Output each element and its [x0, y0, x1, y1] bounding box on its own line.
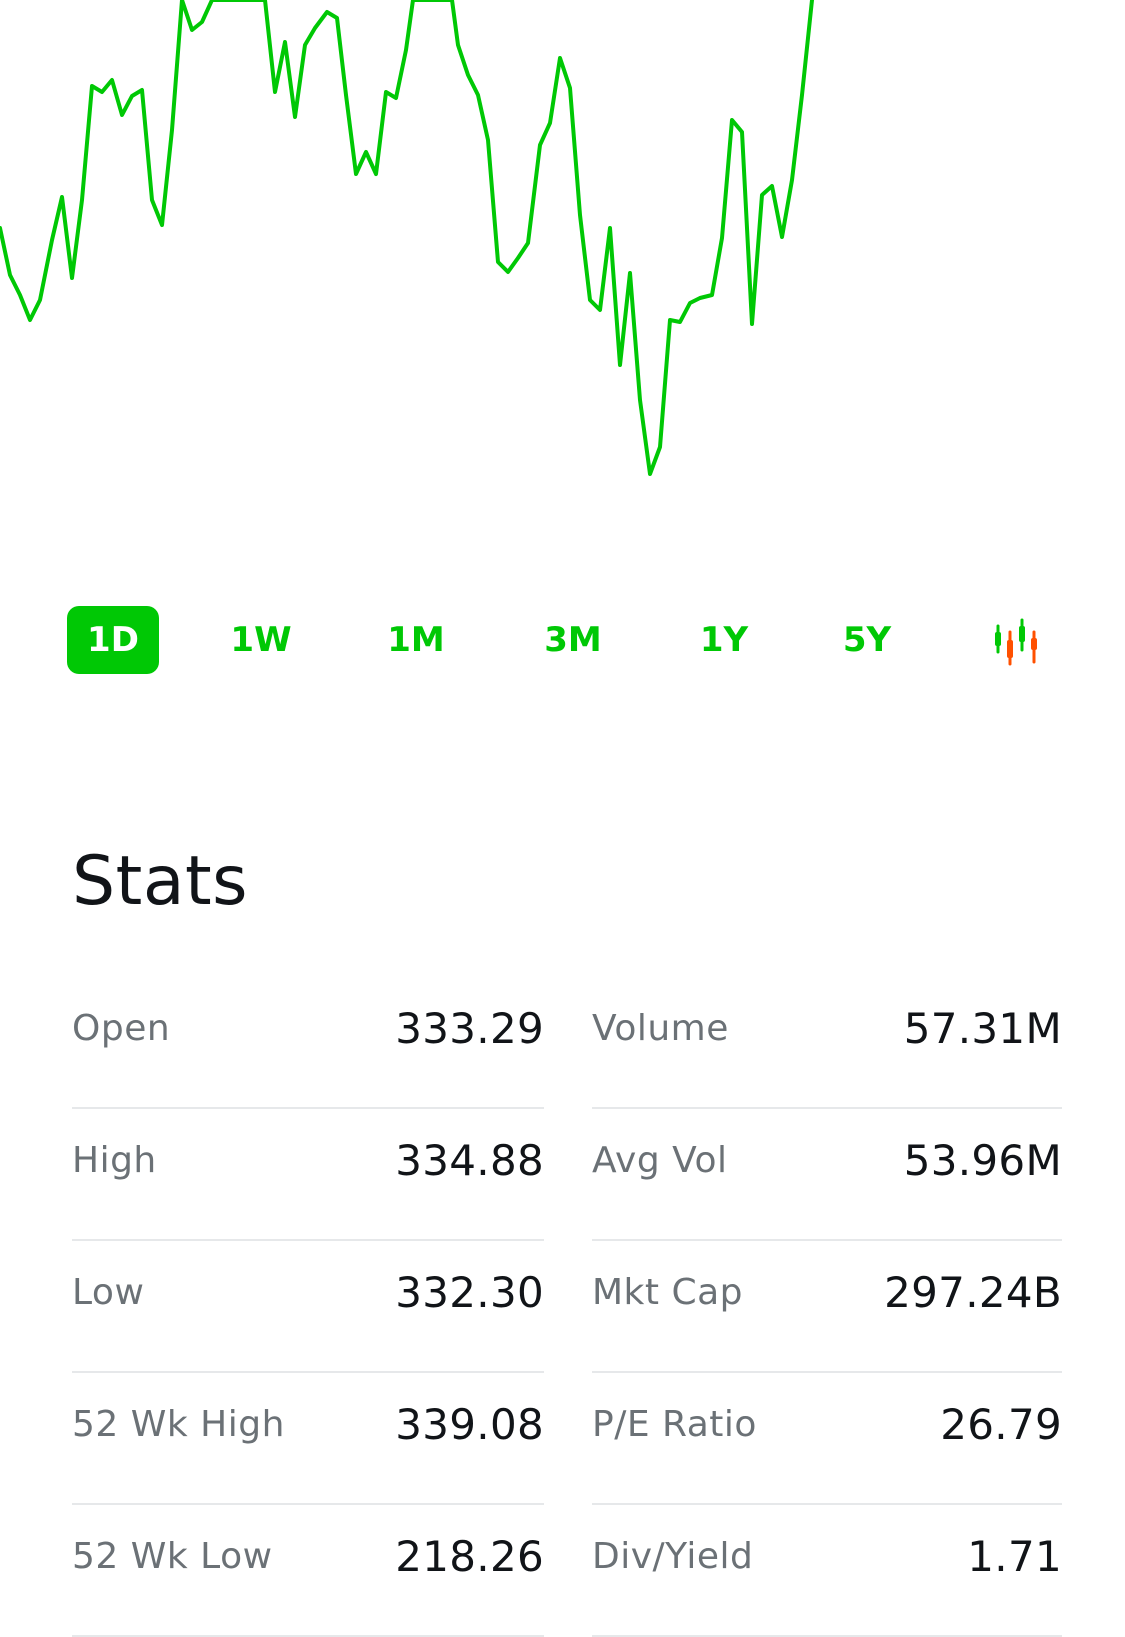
stat-value: 218.26	[395, 1532, 544, 1581]
price-chart-svg[interactable]	[0, 0, 1125, 520]
stats-column-left: Open 333.29 High 334.88 Low 332.30 52 Wk…	[72, 977, 544, 1637]
range-selector: 1D 1W 1M 3M 1Y 5Y	[0, 606, 1125, 674]
stat-row-pe-ratio: P/E Ratio 26.79	[592, 1373, 1062, 1505]
stat-row-open: Open 333.29	[72, 977, 544, 1109]
stat-label: 52 Wk High	[72, 1404, 285, 1445]
stat-value: 1.71	[967, 1532, 1062, 1581]
range-tab-5y[interactable]: 5Y	[842, 620, 892, 660]
candlestick-chart-icon[interactable]	[990, 614, 1042, 666]
price-chart[interactable]	[0, 0, 1125, 520]
stat-label: Avg Vol	[592, 1140, 728, 1181]
stat-value: 26.79	[940, 1400, 1062, 1449]
stat-label: P/E Ratio	[592, 1404, 757, 1445]
stat-value: 333.29	[395, 1004, 544, 1053]
price-line	[0, 0, 814, 476]
stat-row-low: Low 332.30	[72, 1241, 544, 1373]
stats-title: Stats	[72, 842, 249, 921]
stat-label: Div/Yield	[592, 1536, 754, 1577]
stat-value: 339.08	[395, 1400, 544, 1449]
stats-column-right: Volume 57.31M Avg Vol 53.96M Mkt Cap 297…	[592, 977, 1062, 1637]
stat-row-avg-vol: Avg Vol 53.96M	[592, 1109, 1062, 1241]
stat-row-high: High 334.88	[72, 1109, 544, 1241]
stat-value: 334.88	[395, 1136, 544, 1185]
stat-label: Low	[72, 1272, 145, 1313]
range-tab-1m[interactable]: 1M	[387, 620, 445, 660]
stat-row-volume: Volume 57.31M	[592, 977, 1062, 1109]
stat-label: High	[72, 1140, 157, 1181]
range-tab-1w[interactable]: 1W	[230, 620, 292, 660]
stat-label: Open	[72, 1008, 171, 1049]
stat-label: Mkt Cap	[592, 1272, 744, 1313]
stat-value: 297.24B	[884, 1268, 1062, 1317]
stat-value: 53.96M	[903, 1136, 1062, 1185]
stat-row-52wk-low: 52 Wk Low 218.26	[72, 1505, 544, 1637]
range-tab-1d[interactable]: 1D	[67, 606, 159, 674]
stat-label: Volume	[592, 1008, 729, 1049]
stat-row-div-yield: Div/Yield 1.71	[592, 1505, 1062, 1637]
stat-label: 52 Wk Low	[72, 1536, 273, 1577]
stat-row-mkt-cap: Mkt Cap 297.24B	[592, 1241, 1062, 1373]
range-tab-3m[interactable]: 3M	[544, 620, 602, 660]
stat-value: 332.30	[395, 1268, 544, 1317]
range-tab-1y[interactable]: 1Y	[699, 620, 749, 660]
candlestick-chart-glyph	[995, 618, 1037, 666]
stat-value: 57.31M	[903, 1004, 1062, 1053]
stat-row-52wk-high: 52 Wk High 339.08	[72, 1373, 544, 1505]
